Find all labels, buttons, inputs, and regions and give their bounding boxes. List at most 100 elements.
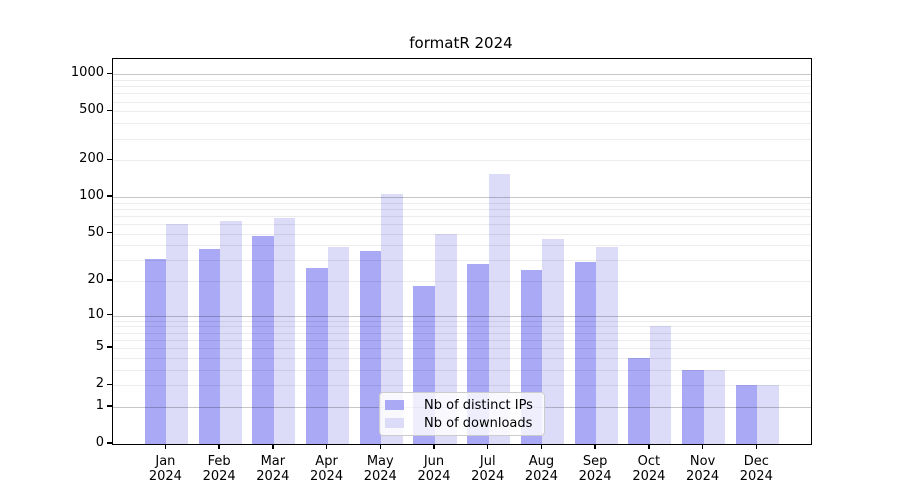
y-tick-label: 1000 <box>70 65 104 81</box>
y-tick-label: 50 <box>87 224 104 240</box>
x-tick <box>433 444 435 449</box>
gridline-30 <box>113 260 811 262</box>
legend-item: Nb of distinct IPs <box>380 397 544 413</box>
y-tick <box>106 346 112 348</box>
legend-item: Nb of downloads <box>380 415 544 431</box>
plot-area <box>112 58 812 445</box>
gridline-50 <box>113 233 811 235</box>
legend-swatch-downloads-icon <box>385 418 404 428</box>
x-tick-label: Oct 2024 <box>632 454 666 484</box>
bar-distinct-ips-apr <box>305 267 328 444</box>
gridline-8 <box>113 326 811 328</box>
bar-distinct-ips-feb <box>198 249 221 444</box>
bar-distinct-ips-may <box>359 250 382 444</box>
x-tick-label: Dec 2024 <box>739 454 773 484</box>
x-tick-label: Jul 2024 <box>471 454 505 484</box>
bar-distinct-ips-jan <box>144 258 167 444</box>
x-tick-label: Feb 2024 <box>202 454 236 484</box>
gridline-10 <box>113 315 811 317</box>
x-tick <box>379 444 381 449</box>
x-tick-label: Jan 2024 <box>148 454 182 484</box>
y-tick-label: 100 <box>79 188 104 204</box>
bar-downloads-nov <box>703 369 726 444</box>
gridline-200 <box>113 160 811 162</box>
bar-downloads-sep <box>596 246 618 444</box>
x-tick <box>540 444 543 449</box>
gridline-40 <box>113 245 811 247</box>
gridline-60 <box>113 224 811 226</box>
gridline-7 <box>113 332 811 334</box>
x-tick <box>648 444 650 449</box>
bar-downloads-jul <box>488 173 511 444</box>
x-tick <box>164 444 167 449</box>
y-tick-label: 2 <box>95 376 104 392</box>
bar-downloads-mar <box>273 218 296 444</box>
y-tick <box>106 195 112 197</box>
y-tick <box>106 231 112 234</box>
gridline-6 <box>113 339 811 341</box>
y-tick-label: 0 <box>95 435 104 450</box>
gridline-5 <box>113 348 811 350</box>
gridline-2 <box>113 385 811 387</box>
bar-distinct-ips-sep <box>574 262 597 444</box>
gridline-400 <box>113 123 811 125</box>
legend: Nb of distinct IPs Nb of downloads <box>379 392 545 436</box>
y-tick-label: 500 <box>79 102 104 118</box>
x-tick-label: Sep 2024 <box>578 454 612 484</box>
x-tick <box>594 444 596 449</box>
y-tick <box>106 405 112 407</box>
y-tick <box>106 279 112 281</box>
bar-downloads-oct <box>649 326 672 444</box>
bar-distinct-ips-mar <box>252 235 274 444</box>
gridline-100 <box>113 197 811 199</box>
bar-downloads-feb <box>220 220 242 444</box>
y-tick <box>106 72 112 75</box>
legend-label-downloads: Nb of downloads <box>424 415 533 431</box>
x-tick-label: Apr 2024 <box>310 454 344 484</box>
gridline-3 <box>113 369 811 371</box>
x-tick-label: Aug 2024 <box>524 454 558 484</box>
y-tick-label: 5 <box>95 339 104 355</box>
gridline-20 <box>113 281 811 283</box>
y-tick-label: 20 <box>87 272 104 288</box>
bar-downloads-apr <box>327 246 350 444</box>
bar-downloads-aug <box>542 239 565 444</box>
bar-distinct-ips-nov <box>682 369 704 444</box>
bar-distinct-ips-dec <box>735 385 758 444</box>
y-tick <box>106 314 112 316</box>
gridline-600 <box>113 101 811 103</box>
gridline-500 <box>113 111 811 113</box>
y-tick-label: 1 <box>95 397 104 413</box>
y-tick <box>106 383 112 385</box>
bar-downloads-jun <box>435 233 457 444</box>
bar-downloads-jan <box>166 224 188 444</box>
x-tick <box>701 444 704 449</box>
gridline-700 <box>113 93 811 95</box>
y-tick-label: 200 <box>79 151 104 167</box>
gridline-9 <box>113 320 811 322</box>
x-tick <box>325 444 328 449</box>
y-tick <box>106 442 112 444</box>
gridline-90 <box>113 202 811 204</box>
x-tick <box>755 444 757 449</box>
gridline-900 <box>113 79 811 81</box>
x-tick-label: Mar 2024 <box>256 454 290 484</box>
bar-downloads-may <box>381 194 403 444</box>
chart-title: formatR 2024 <box>409 34 513 52</box>
y-tick <box>106 158 112 160</box>
legend-label-distinct-ips: Nb of distinct IPs <box>424 397 533 413</box>
gridline-80 <box>113 208 811 210</box>
gridline-1000 <box>113 74 811 76</box>
bar-downloads-dec <box>757 385 779 444</box>
gridline-800 <box>113 86 811 88</box>
x-tick <box>487 444 489 449</box>
x-tick-label: May 2024 <box>363 454 397 484</box>
gridline-300 <box>113 138 811 140</box>
y-tick-label: 10 <box>87 306 104 322</box>
bar-distinct-ips-oct <box>628 357 650 444</box>
x-tick-label: Jun 2024 <box>417 454 451 484</box>
y-tick <box>106 109 112 112</box>
legend-swatch-distinct-ips-icon <box>385 400 404 410</box>
x-tick-label: Nov 2024 <box>686 454 720 484</box>
